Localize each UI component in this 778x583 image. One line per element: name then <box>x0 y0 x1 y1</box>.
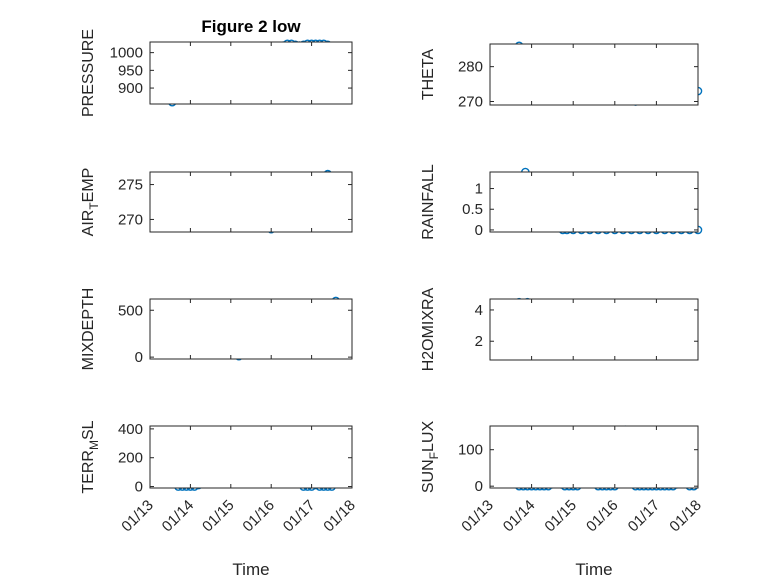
y-tick-label: 0 <box>135 479 143 496</box>
axes-box <box>149 425 353 489</box>
x-tick-label: 01/15 <box>541 497 580 536</box>
subplot-rainfall: 0 0.5 1 RAINFALL <box>420 164 703 240</box>
y-tick-label: 275 <box>118 177 143 194</box>
y-axis-label: SUNFLUX <box>420 421 441 494</box>
y-tick-label: 0 <box>135 349 143 366</box>
y-tick-label: 900 <box>118 80 143 97</box>
y-axis-label: TERRMSL <box>80 420 101 493</box>
subplot-air_temp: 270 275 AIRTEMP <box>80 168 353 237</box>
subplot-theta: 270 280 THETA <box>420 41 703 111</box>
y-axis-label: AIRTEMP <box>80 168 101 237</box>
axes-box <box>149 298 353 360</box>
y-tick-label: 280 <box>458 59 483 76</box>
y-axis-label: H2OMIXRA <box>420 287 437 371</box>
axes-box <box>489 298 699 361</box>
y-tick-label: 200 <box>118 450 143 467</box>
y-tick-label: 0 <box>475 222 483 239</box>
x-tick-label: 01/14 <box>159 497 198 536</box>
axes-box <box>149 41 353 105</box>
x-tick-label: 01/15 <box>199 497 238 536</box>
y-tick-label: 270 <box>458 94 483 111</box>
x-axis-label: Time <box>232 560 269 579</box>
x-axis-label: Time <box>575 560 612 579</box>
y-tick-label: 950 <box>118 62 143 79</box>
axes-box <box>489 171 699 233</box>
axes-box <box>489 425 699 489</box>
subplot-mixdepth: 0 500 MIXDEPTH <box>80 288 353 371</box>
x-tick-label: 01/14 <box>500 497 539 536</box>
y-tick-label: 1000 <box>110 45 143 62</box>
y-axis-label: MIXDEPTH <box>80 288 97 371</box>
y-tick-label: 0.5 <box>462 201 483 218</box>
axes-box <box>149 171 353 233</box>
x-tick-label: 01/16 <box>583 497 622 536</box>
x-tick-label: 01/16 <box>239 497 278 536</box>
x-tick-label: 01/18 <box>320 497 359 536</box>
figure-title: Figure 2 low <box>201 17 301 36</box>
y-tick-label: 0 <box>475 478 483 495</box>
subplot-sun_flux: 0 100 SUNFLUX 01/13 01/14 01/15 01/16 01/17 01/1… <box>420 421 705 579</box>
y-tick-label: 270 <box>118 211 143 228</box>
axes-box <box>489 43 699 106</box>
y-tick-label: 2 <box>475 333 483 350</box>
x-tick-label: 01/13 <box>118 497 157 536</box>
x-tick-label: 01/13 <box>458 497 497 536</box>
x-tick-label: 01/17 <box>625 497 664 536</box>
y-tick-label: 100 <box>458 442 483 459</box>
subplot-terr_msl: 0 200 400 TERRMSL 01/13 01/14 01/15 01/16 01/17 0… <box>80 420 359 579</box>
subplot-h2omixra: 2 4 H2OMIXRA <box>420 287 699 371</box>
x-tick-label: 01/17 <box>280 497 319 536</box>
x-tick-label: 01/18 <box>666 497 705 536</box>
y-axis-label: RAINFALL <box>420 164 437 240</box>
y-tick-label: 500 <box>118 302 143 319</box>
y-axis-label: PRESSURE <box>80 29 97 117</box>
y-tick-label: 400 <box>118 421 143 438</box>
y-tick-label: 4 <box>475 302 483 319</box>
y-tick-label: 1 <box>475 181 483 198</box>
y-axis-label: THETA <box>420 49 437 101</box>
